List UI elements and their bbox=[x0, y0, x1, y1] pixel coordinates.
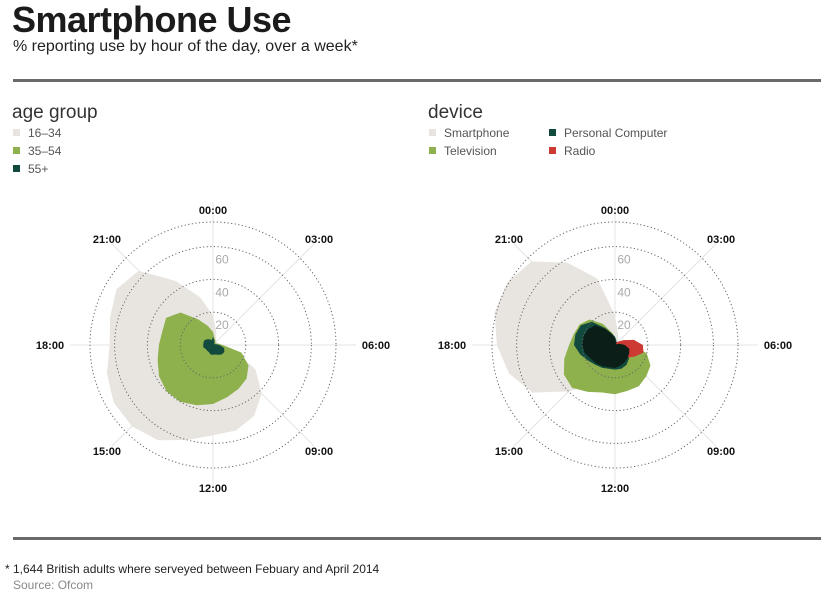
hour-label-2100: 21:00 bbox=[93, 234, 121, 246]
legend-label: Radio bbox=[564, 144, 596, 158]
radial-spoke bbox=[614, 243, 717, 346]
hour-label-0300: 03:00 bbox=[305, 234, 333, 246]
hour-label-0300: 03:00 bbox=[707, 234, 735, 246]
chart-title: Smartphone Use bbox=[12, 0, 292, 40]
ring-label-40: 40 bbox=[215, 285, 229, 299]
panel-title-device: device bbox=[428, 102, 483, 123]
ring-label-40: 40 bbox=[617, 285, 631, 299]
top-rule bbox=[13, 79, 821, 82]
legend-item-16-34: 16–34 bbox=[13, 126, 61, 140]
series-area-35-54 bbox=[157, 312, 249, 406]
hour-label-2100: 21:00 bbox=[495, 234, 523, 246]
footnote: * 1,644 British adults where serveyed be… bbox=[5, 562, 380, 576]
hour-label-1200: 12:00 bbox=[199, 483, 227, 495]
legend-swatch bbox=[13, 165, 20, 173]
chart-subtitle: % reporting use by hour of the day, over… bbox=[13, 38, 358, 55]
legend-swatch bbox=[13, 129, 20, 137]
hour-label-1500: 15:00 bbox=[495, 446, 523, 458]
radial-spoke bbox=[212, 243, 315, 346]
hour-label-0000: 00:00 bbox=[199, 205, 227, 217]
legend-label: Television bbox=[444, 144, 497, 158]
legend-item-55-plus: 55+ bbox=[13, 162, 48, 176]
ring-40 bbox=[146, 278, 280, 412]
legend-swatch bbox=[429, 129, 436, 137]
legend-item-personal-computer: Personal Computer bbox=[549, 126, 667, 140]
legend-label: 55+ bbox=[28, 162, 49, 176]
legend-item-35-54: 35–54 bbox=[13, 144, 61, 158]
legend-item-radio: Radio bbox=[549, 144, 595, 158]
legend-swatch bbox=[549, 129, 556, 137]
hour-label-1500: 15:00 bbox=[93, 446, 121, 458]
hour-label-1800: 18:00 bbox=[36, 340, 64, 352]
legend-item-smartphone: Smartphone bbox=[429, 126, 509, 140]
legend-label: Personal Computer bbox=[564, 126, 668, 140]
legend-swatch bbox=[429, 147, 436, 155]
hour-label-1200: 12:00 bbox=[601, 483, 629, 495]
series-area-overlap-4 bbox=[582, 325, 630, 368]
ring-label-20: 20 bbox=[215, 318, 229, 332]
ring-outer bbox=[89, 221, 337, 469]
ring-60 bbox=[516, 246, 714, 444]
ring-label-20: 20 bbox=[617, 318, 631, 332]
radar-chart-device: 20 40 60 00:00 03:00 06:00 09:00 12:00 15:00 18:0… bbox=[438, 202, 792, 495]
ring-40 bbox=[548, 278, 682, 412]
hour-label-0900: 09:00 bbox=[707, 446, 735, 458]
hour-label-0600: 06:00 bbox=[362, 340, 390, 352]
hour-label-0600: 06:00 bbox=[764, 340, 792, 352]
legend-swatch bbox=[549, 147, 556, 155]
legend-swatch bbox=[13, 147, 20, 155]
ring-label-60: 60 bbox=[617, 253, 631, 267]
legend-label: 16–34 bbox=[28, 126, 62, 140]
radar-chart-age-group: 20 40 60 00:00 03:00 06:00 09:00 12:00 15:00 18:0… bbox=[36, 202, 390, 495]
ring-outer bbox=[491, 221, 739, 469]
hour-label-0900: 09:00 bbox=[305, 446, 333, 458]
panel-title-age-group: age group bbox=[12, 102, 98, 123]
legend-label: 35–54 bbox=[28, 144, 62, 158]
legend-label: Smartphone bbox=[444, 126, 510, 140]
hour-label-1800: 18:00 bbox=[438, 340, 466, 352]
hour-label-0000: 00:00 bbox=[601, 205, 629, 217]
source-note: Source: Ofcom bbox=[13, 578, 94, 592]
ring-60 bbox=[114, 246, 312, 444]
ring-20 bbox=[581, 311, 649, 379]
series-area-55- bbox=[203, 336, 225, 355]
bottom-rule bbox=[13, 537, 821, 540]
ring-label-60: 60 bbox=[215, 253, 229, 267]
legend-item-television: Television bbox=[429, 144, 497, 158]
ring-20 bbox=[179, 311, 247, 379]
